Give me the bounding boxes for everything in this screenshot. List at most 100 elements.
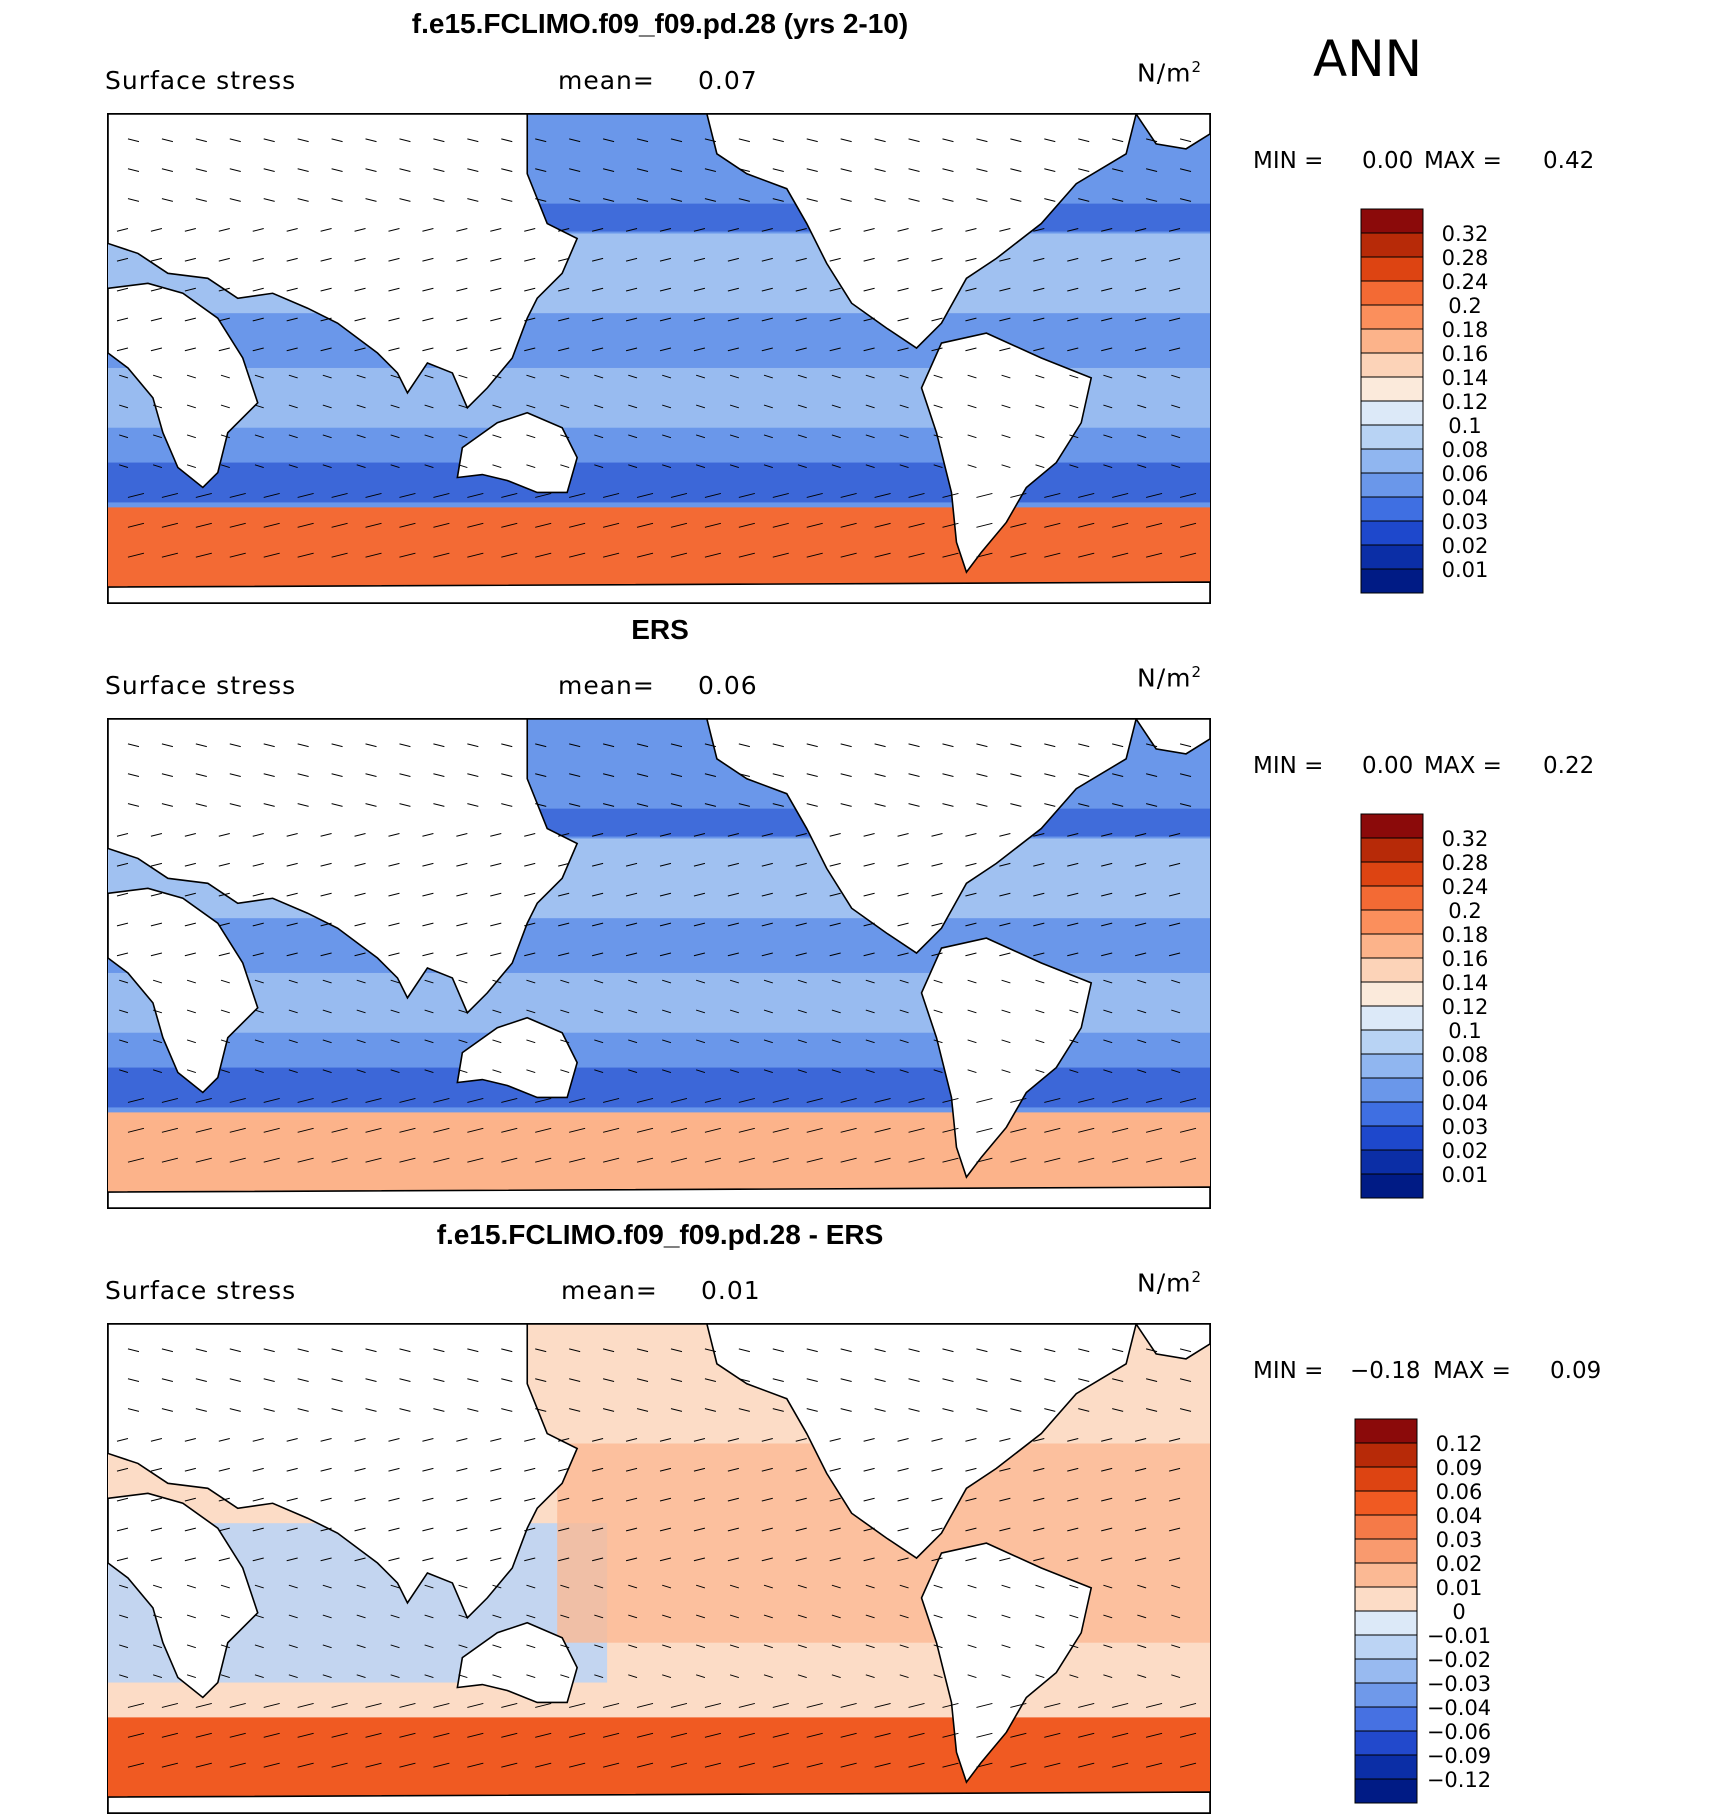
wind-vector — [456, 1467, 468, 1472]
wind-vector — [695, 1009, 706, 1014]
wind-vector — [422, 1557, 434, 1562]
wind-vector — [501, 1127, 518, 1133]
wind-vector — [738, 1378, 750, 1382]
wind-vector — [1078, 743, 1090, 748]
wind-vector — [365, 743, 377, 748]
wind-vector — [526, 1674, 536, 1679]
wind-vector — [526, 979, 536, 984]
wind-vector — [1112, 1408, 1124, 1412]
colorbar-swatch — [1360, 520, 1424, 546]
wind-vector — [490, 892, 502, 897]
wind-vector — [602, 1702, 620, 1708]
wind-vector — [829, 1467, 841, 1472]
wind-vector — [526, 464, 536, 469]
wind-vector — [1010, 1127, 1027, 1133]
wind-vector — [424, 1069, 434, 1074]
wind-vector — [695, 404, 706, 409]
wind-vector — [229, 1702, 246, 1708]
wind-vector — [899, 979, 909, 984]
wind-vector — [558, 1467, 570, 1472]
wind-vector — [365, 492, 382, 498]
wind-vector — [1101, 317, 1113, 322]
wind-vector — [263, 492, 280, 498]
wind-vector — [1101, 257, 1113, 262]
wind-vector — [670, 1702, 688, 1708]
wind-vector — [119, 1614, 129, 1619]
wind-vector — [763, 979, 773, 984]
wind-vector — [1145, 1378, 1158, 1382]
wind-vector — [1103, 1584, 1113, 1589]
wind-vector — [286, 1497, 298, 1502]
wind-vector — [795, 1557, 807, 1562]
wind-vector — [874, 743, 886, 748]
wind-vector — [602, 138, 615, 143]
wind-vector — [942, 1127, 959, 1133]
wind-vector — [662, 1009, 672, 1014]
min-label: MIN = — [1253, 753, 1324, 779]
continent-outline — [456, 1621, 579, 1704]
wind-vector — [795, 228, 807, 232]
southern-ocean-band — [108, 1717, 1210, 1798]
wind-vector — [365, 1157, 382, 1163]
wind-vector — [1135, 892, 1147, 897]
wind-vector — [1044, 138, 1056, 143]
wind-vector — [1168, 287, 1181, 292]
wind-vector — [738, 492, 755, 498]
wind-vector — [490, 1497, 502, 1502]
wind-vector — [195, 552, 212, 558]
wind-vector — [388, 1527, 400, 1532]
wind-vector — [220, 1614, 230, 1619]
colorbar-swatch — [1360, 1029, 1424, 1055]
wind-vector — [592, 347, 604, 352]
colorbar-swatch — [1354, 1634, 1418, 1660]
wind-vector — [490, 1527, 502, 1532]
wind-vector — [152, 404, 163, 409]
wind-vector — [150, 287, 163, 292]
wind-vector — [1171, 1009, 1181, 1014]
wind-vector — [1033, 1497, 1045, 1502]
wind-vector — [354, 892, 366, 897]
wind-vector — [218, 228, 230, 232]
colorbar-swatch — [1360, 424, 1424, 450]
wind-vector — [727, 1527, 739, 1532]
wind-vector — [422, 228, 434, 232]
wind-vector — [390, 404, 400, 409]
map-svg — [108, 1324, 1210, 1813]
wind-vector — [254, 1644, 264, 1649]
wind-vector — [831, 1039, 841, 1044]
wind-vector — [490, 347, 502, 352]
wind-vector — [772, 1408, 784, 1412]
wind-vector — [150, 1557, 163, 1562]
wind-vector — [424, 1584, 434, 1589]
wind-vector — [1010, 1157, 1027, 1163]
wind-vector — [186, 1069, 196, 1074]
wind-vector — [399, 1732, 416, 1738]
wind-vector — [322, 1674, 332, 1679]
wind-vector — [127, 492, 145, 498]
wind-vector — [933, 979, 943, 984]
wind-vector — [1078, 552, 1095, 558]
wind-vector — [501, 198, 513, 202]
wind-vector — [865, 374, 875, 379]
wind-vector — [424, 404, 434, 409]
wind-vector — [670, 138, 683, 143]
wind-vector — [558, 257, 570, 262]
wind-vector — [399, 1408, 411, 1412]
units-label: N/m2 — [1137, 663, 1203, 693]
wind-vector — [908, 1408, 920, 1412]
wind-vector — [286, 287, 298, 292]
wind-vector — [704, 552, 722, 558]
wind-vector — [1044, 1157, 1061, 1163]
wind-vector — [931, 317, 943, 322]
wind-vector — [1103, 1069, 1113, 1074]
wind-vector — [976, 1157, 993, 1163]
wind-vector — [965, 228, 977, 232]
wind-vector — [320, 228, 332, 232]
wind-vector — [1001, 464, 1011, 469]
wind-vector — [390, 464, 400, 469]
colorbar-swatch — [1360, 544, 1424, 570]
min-value: 0.00 — [1362, 753, 1414, 779]
wind-vector — [424, 1039, 434, 1044]
wind-vector — [161, 1378, 174, 1382]
wind-vector — [1137, 374, 1147, 379]
